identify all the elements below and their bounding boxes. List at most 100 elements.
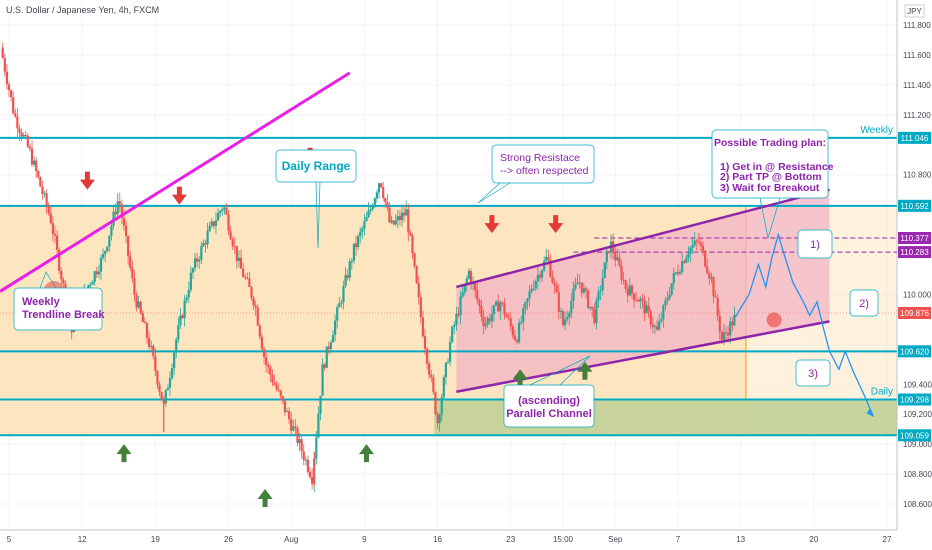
candle-body (18, 128, 21, 133)
channel-upper-line (456, 188, 830, 289)
time-tick-label: 12 (78, 535, 87, 544)
candle-body (269, 366, 272, 375)
candle-body (24, 134, 27, 136)
price-tag-background (898, 429, 931, 442)
candle-body (382, 186, 385, 198)
time-axis[interactable]: 5 12 19 26 Aug 9 16 23 15:00 Sep 7 13 20 27 (0, 529, 897, 550)
candle-body (384, 197, 387, 203)
candle-body (133, 278, 136, 296)
candle-body (643, 299, 646, 314)
candle-body (104, 250, 107, 255)
channel-label-1: (ascending) (518, 395, 580, 407)
candle-body (327, 346, 330, 350)
candle-body (635, 300, 638, 302)
callout-pointer (315, 181, 321, 249)
candle-body (229, 231, 232, 240)
candle-body (620, 265, 623, 280)
candle-body (678, 271, 682, 274)
candle-body (522, 308, 525, 323)
candle-body (547, 257, 550, 260)
candle-body (668, 294, 671, 299)
candle-body (124, 225, 128, 236)
callout-box (13, 287, 103, 331)
down-arrow-icon (484, 215, 500, 234)
price-tick-label: 110.800 (903, 171, 932, 180)
resistance-label-2: --> often respected (500, 165, 589, 177)
candle-body (580, 282, 583, 293)
candle-body (576, 282, 579, 285)
candle-body (419, 297, 422, 318)
candle-body (37, 171, 40, 178)
time-tick-label: 16 (433, 535, 442, 544)
ascending-channel-fill (456, 189, 830, 392)
candle-body (336, 307, 339, 321)
candle-body (507, 317, 510, 319)
callout-pointer (477, 182, 511, 204)
candle-body (258, 325, 261, 337)
candle-body (392, 220, 395, 225)
candle-body (400, 212, 404, 221)
candle-body (660, 319, 663, 322)
candle-body (396, 216, 399, 221)
resistance-callout (477, 144, 595, 204)
candle-body (116, 201, 119, 215)
candle-body (357, 236, 360, 248)
candle-body (304, 459, 307, 461)
candle-body (32, 160, 36, 165)
candle-body (540, 270, 544, 278)
candle-body (28, 146, 32, 149)
price-tag: 110.377 (898, 232, 931, 245)
candle-body (417, 282, 420, 298)
candle-body (279, 390, 282, 397)
candle-body (354, 243, 358, 248)
price-tick-label: 108.600 (903, 500, 932, 509)
candle-body (423, 336, 427, 349)
candle-body (323, 364, 326, 368)
callout-box (797, 229, 833, 259)
candle-body (143, 322, 146, 324)
candle-body (553, 282, 556, 286)
callout-box (795, 359, 831, 387)
time-tick-label: Sep (608, 535, 623, 544)
candle-body (428, 363, 431, 375)
currency-badge: JPY (904, 4, 925, 18)
candle-body (597, 291, 600, 301)
time-tick-label: 15:00 (553, 535, 574, 544)
candle-body (543, 260, 546, 271)
candle-body (39, 177, 42, 187)
price-tag: 109.059 (898, 429, 931, 442)
candle-body (227, 214, 230, 232)
candle-body (724, 332, 728, 334)
candle-body (283, 400, 287, 413)
candle-body (256, 307, 259, 326)
candle-body (459, 296, 462, 316)
candle-body (306, 459, 310, 472)
candle-body (624, 280, 627, 289)
candle-body (325, 346, 328, 368)
price-axis[interactable]: 111.800 111.600 111.400 111.200 110.800 110.0… (896, 0, 932, 550)
candle-body (670, 283, 673, 295)
currency-badge-label: JPY (907, 7, 922, 16)
candle-body (145, 323, 149, 338)
candle-body (572, 288, 575, 301)
candle-body (87, 285, 90, 291)
candle-body (509, 318, 512, 327)
candle-body (377, 183, 381, 193)
candle-body (689, 247, 692, 254)
candle-body (352, 243, 356, 261)
candle-body (440, 397, 443, 416)
candle-body (704, 250, 707, 267)
candle-body (626, 288, 629, 296)
marker-2-label: 2) (859, 298, 869, 310)
candle-body (436, 413, 439, 424)
candle-body (474, 283, 477, 291)
price-tag-label: 109.298 (900, 396, 929, 405)
candle-body (290, 419, 293, 431)
price-tag-background (898, 246, 931, 259)
candle-body (338, 303, 341, 308)
candle-body (319, 395, 322, 414)
candle-body (687, 253, 690, 258)
candle-body (158, 384, 161, 392)
callout-box (491, 144, 595, 184)
